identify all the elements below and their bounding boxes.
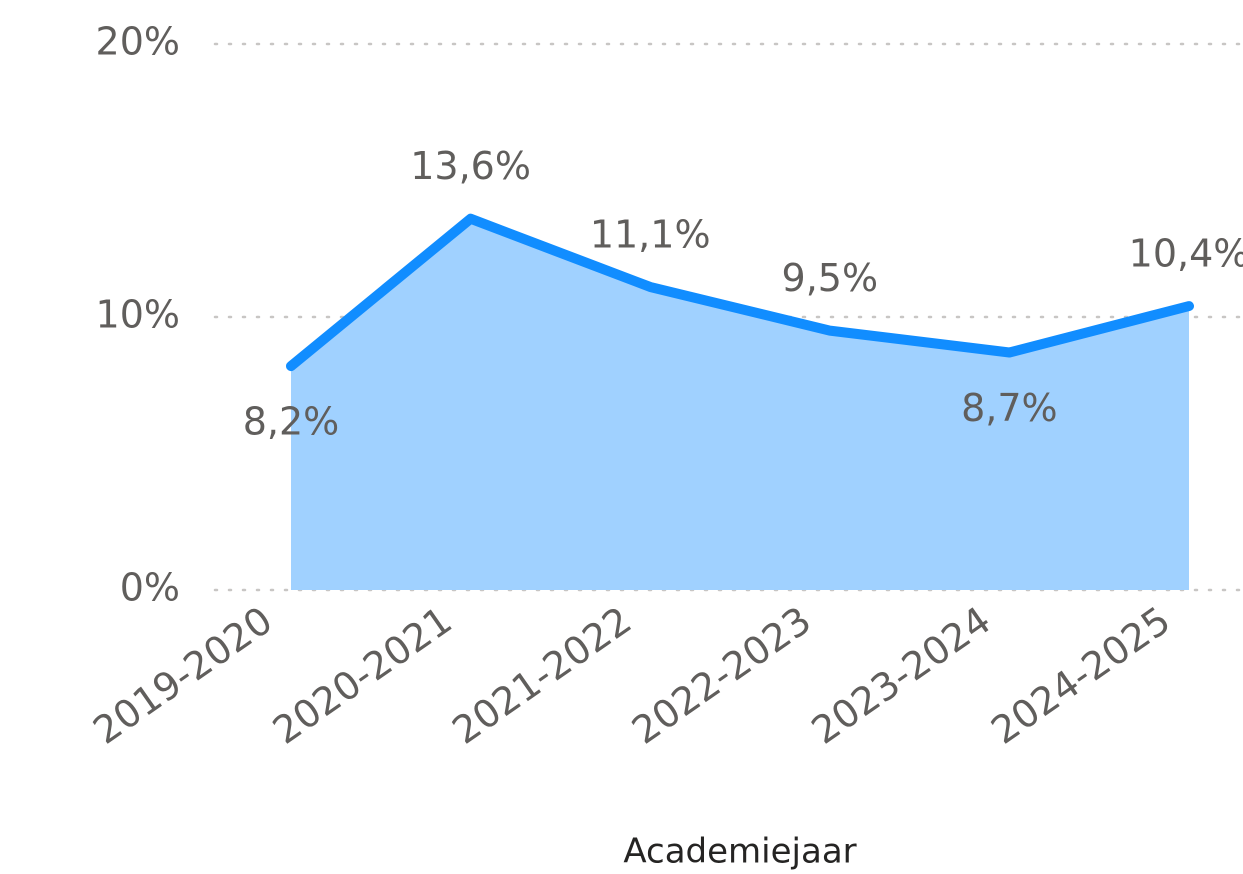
data-label: 8,7% [961,386,1058,430]
x-tick-label: 2024-2025 [983,598,1178,753]
area-fill [291,218,1189,590]
x-tick-label: 2020-2021 [265,598,460,753]
y-tick-label: 20% [96,20,180,64]
data-label: 9,5% [782,256,879,300]
data-label: 11,1% [590,212,711,256]
x-tick-label: 2019-2020 [85,598,280,753]
x-axis-title: Academiejaar [623,832,856,872]
x-tick-label: 2023-2024 [804,598,999,753]
y-tick-label: 0% [120,566,180,610]
data-label: 8,2% [243,400,340,444]
data-label: 10,4% [1129,232,1243,276]
data-label: 13,6% [410,144,531,188]
y-tick-label: 10% [96,293,180,337]
line [286,213,1194,372]
x-tick-label: 2021-2022 [444,598,639,753]
x-tick-label: 2022-2023 [624,598,819,753]
